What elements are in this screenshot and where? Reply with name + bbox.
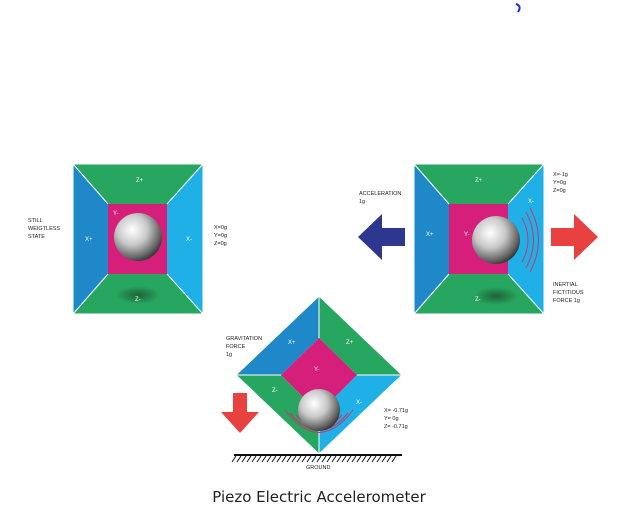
gravity-cube: X+ Z+ Z- X- Y- (235, 295, 403, 455)
ground-hatch-mark (326, 455, 332, 463)
still-ball-shadow (116, 286, 160, 304)
ground-hatch-mark (306, 455, 312, 463)
accel-face-right (508, 164, 544, 314)
ground-hatch-mark (266, 455, 272, 463)
ground-hatch-mark (276, 455, 282, 463)
ground-hatch-mark (316, 455, 322, 463)
gravity-force-arrow-icon (221, 393, 259, 433)
accel-label-z-minus: Z- (475, 297, 481, 303)
gravity-readings: X= -0.71g Y= 0g Z= -0.71g (384, 408, 410, 430)
ground-hatch-mark (246, 455, 252, 463)
ground-hatch-mark (391, 455, 397, 463)
accel-readings: X=-1g Y=0g Z=0g (553, 172, 569, 194)
diagram-caption: Piezo Electric Accelerometer (212, 488, 426, 506)
gravity-ball (298, 389, 340, 431)
ground-hatch-mark (356, 455, 362, 463)
accel-face-top (414, 164, 544, 204)
still-face-top (73, 164, 203, 204)
still-label-x-plus: X+ (85, 237, 93, 243)
gravity-label-z-minus: Z- (272, 388, 278, 394)
ground-hatch-mark (251, 455, 257, 463)
ground-hatch-mark (376, 455, 382, 463)
still-label-y-minus: Y- (113, 211, 118, 217)
ground-hatch-mark (291, 455, 297, 463)
ground-hatch-mark (346, 455, 352, 463)
ground-hatch-mark (261, 455, 267, 463)
ground-label: GROUND (306, 465, 330, 471)
ground-hatch-mark (311, 455, 317, 463)
ground-hatch-mark (386, 455, 392, 463)
gravity-label-y-minus: Y- (314, 367, 319, 373)
ground-hatch-mark (301, 455, 307, 463)
ground-hatch-mark (231, 455, 237, 463)
ground-hatch-mark (271, 455, 277, 463)
ground-hatch-mark (366, 455, 372, 463)
still-label-z-minus: Z- (135, 297, 141, 303)
ground-hatch-mark (281, 455, 287, 463)
accel-label-z-plus: Z+ (475, 178, 483, 184)
accel-ball-shadow (474, 287, 518, 305)
acceleration-arrow-icon (358, 214, 405, 260)
ground-hatch-mark (241, 455, 247, 463)
accel-ball (472, 216, 520, 264)
ground-hatch-mark (286, 455, 292, 463)
ground-hatch-mark (351, 455, 357, 463)
decorative-stroke (515, 3, 521, 13)
ground-hatch-mark (296, 455, 302, 463)
still-face-right (167, 164, 203, 314)
acceleration-label: ACCELERATION 1g (359, 191, 403, 205)
ground-hatch-mark (371, 455, 377, 463)
still-readings: X=0g Y=0g Z=0g (214, 225, 229, 247)
inertial-force-label: INERTIAL FICTITIOUS FORCE 1g (553, 282, 585, 304)
ground-hatch-mark (236, 455, 242, 463)
ground-hatch-mark (341, 455, 347, 463)
ground-hatch-mark (331, 455, 337, 463)
gravity-face-center (281, 338, 357, 413)
gravity-force-label: GRAVITATION FORCE 1g (226, 336, 264, 358)
accel-label-y-minus: Y- (464, 232, 469, 238)
still-face-left (73, 164, 108, 314)
gravity-label-x-plus: X+ (288, 340, 296, 346)
accel-label-x-plus: X+ (426, 232, 434, 238)
accel-face-left (414, 164, 449, 314)
ground-line (231, 454, 402, 463)
ground-hatch-mark (361, 455, 367, 463)
inertial-force-arrow-icon (551, 214, 598, 260)
still-cube: Z+ Z- X+ X- Y- (72, 163, 204, 315)
gravity-label-z-plus: Z+ (346, 340, 354, 346)
ground-hatch-mark (381, 455, 387, 463)
ground-hatch-mark (321, 455, 327, 463)
accel-cube: Z+ Z- X+ X- Y- (413, 163, 545, 315)
still-label-x-minus: X- (186, 237, 192, 243)
ground-hatch-mark (256, 455, 262, 463)
accel-label-x-minus: X- (528, 199, 534, 205)
still-ball (114, 213, 162, 261)
gravity-label-x-minus: X- (356, 400, 362, 406)
still-label-z-plus: Z+ (136, 178, 144, 184)
still-state-label: STILL WEIGTLESS STATE (28, 218, 62, 240)
ground-hatch-mark (336, 455, 342, 463)
accel-pressure-waves (521, 207, 539, 273)
